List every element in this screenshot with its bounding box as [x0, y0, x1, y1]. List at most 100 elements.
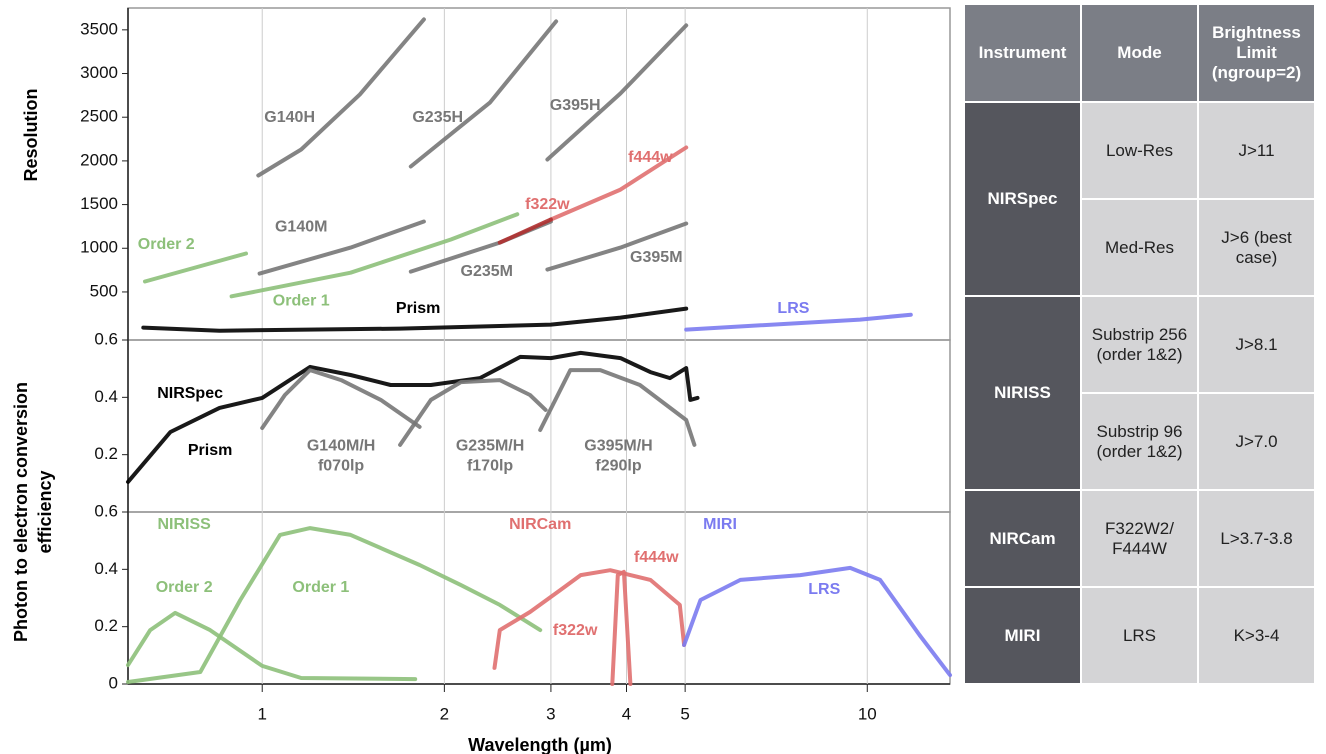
series-line [256, 17, 426, 178]
series-line [545, 23, 689, 162]
y-tick-label: 0.4 [94, 559, 118, 578]
instrument-cell: NIRISS [965, 297, 1080, 489]
header-row: Instrument Mode Brightness Limit (ngroup=2… [965, 5, 1314, 101]
series-line [141, 306, 689, 333]
curve-label: Prism [188, 442, 232, 459]
y-tick-label: 2000 [80, 150, 118, 169]
instrument-cell: NIRCam [965, 491, 1080, 586]
series-line [610, 569, 633, 686]
y-tick-label: 0 [109, 673, 118, 692]
x-tick-label: 1 [257, 704, 266, 723]
mode-cell: Med-Res [1082, 200, 1197, 295]
mode-cell: Low-Res [1082, 103, 1197, 198]
mode-cell: Substrip 256 (order 1&2) [1082, 297, 1197, 392]
table-row: Substrip 96 (order 1&2) J>7.0 [965, 394, 1314, 489]
y-tick-label: 0.2 [94, 616, 118, 635]
series-line [538, 368, 697, 447]
curve-label: NIRSpec [157, 385, 223, 402]
y-tick-label: 500 [90, 281, 118, 300]
y-axis-title: efficiency [35, 470, 55, 553]
y-tick-label: 0.6 [94, 329, 118, 348]
series-line [260, 368, 422, 430]
figure: 1 2 3 4 5 10 Wavelength (µm) 500 1000 1500 2000 250… [11, 7, 952, 754]
panel-frame [127, 339, 951, 513]
curve-label: Prism [396, 300, 440, 317]
brightness-table: Instrument Mode Brightness Limit (ngroup=2… [963, 3, 1316, 685]
curve-label: f070lp [318, 457, 364, 474]
mode-cell: F322W2/ F444W [1082, 491, 1197, 586]
curve-label: Order 2 [156, 579, 213, 596]
curve-label: LRS [777, 300, 809, 317]
curve-label: f170lp [467, 457, 513, 474]
instrument-cell: MIRI [965, 588, 1080, 683]
x-tick-label: 4 [622, 704, 631, 723]
x-axis-title: Wavelength (µm) [468, 735, 612, 754]
curve-label: G235H [412, 109, 463, 126]
x-tick-label: 10 [858, 704, 877, 723]
y-tick-label: 2500 [80, 107, 118, 126]
table-row: NIRSpec Low-Res J>11 [965, 103, 1314, 295]
y-tick-label: 0.4 [94, 387, 118, 406]
header-cell: Instrument [965, 5, 1080, 101]
y-tick-label: 3500 [80, 19, 118, 38]
series-line [126, 610, 418, 682]
series-line [684, 312, 913, 332]
series-line [126, 350, 700, 484]
curve-label: NIRISS [157, 516, 211, 533]
y-tick-label: 1000 [80, 238, 118, 257]
instrument-cell: NIRSpec [965, 103, 1080, 295]
table-row: MIRI LRS K>3-4 [965, 588, 1314, 683]
limit-cell: L>3.7-3.8 [1199, 491, 1314, 586]
curve-label: MIRI [703, 516, 737, 533]
header-cell: Brightness Limit (ngroup=2) [1199, 5, 1314, 101]
limit-cell: J>8.1 [1199, 297, 1314, 392]
limit-cell: K>3-4 [1199, 588, 1314, 683]
curve-label: f322w [553, 622, 598, 639]
panel-frame [127, 7, 951, 341]
limit-cell: J>11 [1199, 103, 1314, 198]
curve-label: f444w [634, 549, 679, 566]
curve-label: G235M [461, 263, 513, 280]
series-line [143, 251, 248, 284]
curve-label: Order 2 [138, 236, 195, 253]
curve-label: G395M/H [584, 437, 652, 454]
curve-label: LRS [808, 581, 840, 598]
series-line [408, 19, 559, 169]
series-line [497, 217, 553, 245]
series-line [126, 526, 543, 684]
y-axis-title: Resolution [21, 89, 41, 182]
curve-label: f290lp [595, 457, 641, 474]
curve-label: f322w [525, 196, 570, 213]
curve-label: NIRCam [509, 516, 571, 533]
y-tick-label: 0.2 [94, 444, 118, 463]
curve-label: G235M/H [456, 437, 524, 454]
mode-cell: Substrip 96 (order 1&2) [1082, 394, 1197, 489]
curve-label: G140M/H [307, 437, 375, 454]
curve-label: Order 1 [292, 579, 349, 596]
x-tick-label: 2 [440, 704, 449, 723]
y-axis-title: Photon to electron conversion [11, 382, 31, 642]
curve-label: G140M [275, 218, 327, 235]
y-tick-label: 3000 [80, 63, 118, 82]
series-line [492, 568, 687, 670]
limit-cell: J>6 (best case) [1199, 200, 1314, 295]
series-line [682, 565, 952, 678]
x-tick-label: 3 [546, 704, 555, 723]
curve-label: Order 1 [273, 292, 330, 309]
y-tick-label: 1500 [80, 194, 118, 213]
curve-label: G140H [264, 109, 315, 126]
series-line [229, 212, 520, 299]
series-line [398, 378, 548, 447]
table-row: Med-Res J>6 (best case) [965, 200, 1314, 295]
curve-label: f444w [628, 149, 673, 166]
x-tick-label: 5 [680, 704, 689, 723]
series-line [545, 221, 689, 272]
series-line [548, 145, 689, 222]
curve-label: G395M [630, 249, 682, 266]
limit-cell: J>7.0 [1199, 394, 1314, 489]
table-row: NIRCam F322W2/ F444W L>3.7-3.8 [965, 491, 1314, 586]
header-cell: Mode [1082, 5, 1197, 101]
table-row: NIRISS Substrip 256 (order 1&2) J>8.1 [965, 297, 1314, 489]
series-line [257, 219, 426, 276]
